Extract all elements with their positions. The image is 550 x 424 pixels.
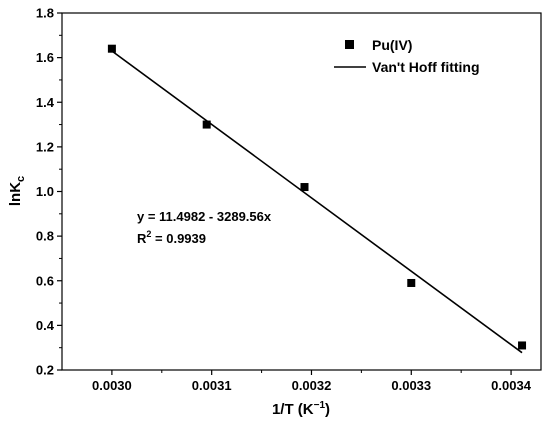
y-tick-label: 0.8 <box>36 229 54 244</box>
y-tick-label: 0.4 <box>36 318 55 333</box>
x-tick-label: 0.0031 <box>192 378 232 393</box>
y-tick-label: 1.2 <box>36 139 54 154</box>
legend-marker-square <box>345 40 354 49</box>
data-point <box>107 44 116 53</box>
fit-line <box>111 50 523 354</box>
data-point <box>407 278 416 287</box>
data-point <box>518 341 527 350</box>
y-tick-label: 1.4 <box>36 95 55 110</box>
x-tick-label: 0.0030 <box>92 378 132 393</box>
data-points <box>107 44 527 350</box>
axis-ticks: 0.0030 0.0031 0.0032 0.0033 0.0034 0.2 0.4 0.6 0… <box>36 6 532 394</box>
legend: Pu(IV) Van't Hoff fitting <box>334 37 480 75</box>
y-tick-label: 0.2 <box>36 363 54 378</box>
x-axis-title: 1/T (K−1) <box>272 400 330 418</box>
fit-equation: y = 11.4982 - 3289.56x <box>137 209 272 224</box>
y-tick-label: 0.6 <box>36 273 54 288</box>
fit-layer <box>111 50 523 354</box>
y-tick-label: 1.6 <box>36 50 54 65</box>
x-tick-label: 0.0033 <box>391 378 431 393</box>
data-point <box>300 183 309 192</box>
data-point <box>202 120 211 129</box>
y-tick-label: 1.8 <box>36 6 54 21</box>
y-axis-title: lnKc <box>7 176 27 206</box>
y-tick-label: 1.0 <box>36 184 54 199</box>
r-squared: R2 = 0.9939 <box>137 229 206 246</box>
legend-label-fit: Van't Hoff fitting <box>372 59 480 75</box>
x-tick-label: 0.0032 <box>292 378 332 393</box>
legend-label-scatter: Pu(IV) <box>372 37 412 53</box>
x-tick-label: 0.0034 <box>491 378 532 393</box>
